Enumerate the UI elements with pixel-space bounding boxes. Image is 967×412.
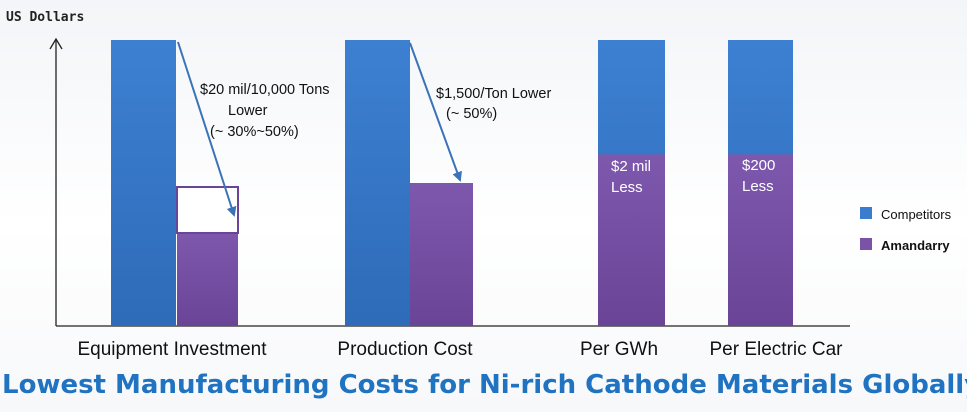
bar-amandarry-production — [410, 183, 473, 326]
y-axis-arrow-icon — [49, 37, 63, 50]
annotation-production-line2: (~ 50%) — [446, 106, 497, 122]
category-label-gwh: Per GWh — [580, 339, 658, 360]
page-title: Lowest Manufacturing Costs for Ni-rich C… — [2, 370, 967, 400]
reduction-arrow-production — [409, 42, 462, 182]
reduction-arrow-equipment — [177, 41, 237, 217]
legend-swatch-amandarry — [860, 238, 872, 250]
category-label-equipment: Equipment Investment — [77, 339, 267, 360]
reduction-box — [176, 186, 239, 234]
bar-amandarry-car — [728, 154, 793, 326]
annotation-gwh-line1: $2 mil — [611, 158, 651, 175]
legend-label-amandarry: Amandarry — [881, 238, 950, 253]
annotation-equipment-line2: Lower — [228, 103, 268, 119]
bar-competitors-production — [345, 40, 410, 326]
cost-comparison-chart: US Dollars $20 mil/10,000 Tons Lower (~ … — [6, 10, 952, 360]
category-label-production: Production Cost — [337, 339, 473, 360]
bar-amandarry-equipment — [177, 231, 238, 326]
annotation-production-line1: $1,500/Ton Lower — [436, 86, 551, 102]
legend-swatch-competitors — [860, 207, 872, 219]
category-label-car: Per Electric Car — [709, 339, 843, 360]
annotation-car-line1: $200 — [742, 157, 775, 174]
y-axis-label: US Dollars — [6, 10, 84, 25]
annotation-equipment-line3: (~ 30%~50%) — [210, 124, 299, 140]
bar-amandarry-gwh — [598, 154, 665, 326]
bar-competitors-equipment — [111, 40, 176, 326]
annotation-equipment-line1: $20 mil/10,000 Tons — [200, 82, 330, 98]
legend-label-competitors: Competitors — [881, 207, 952, 222]
annotation-gwh-line2: Less — [611, 179, 643, 196]
annotation-car-line2: Less — [742, 178, 774, 195]
